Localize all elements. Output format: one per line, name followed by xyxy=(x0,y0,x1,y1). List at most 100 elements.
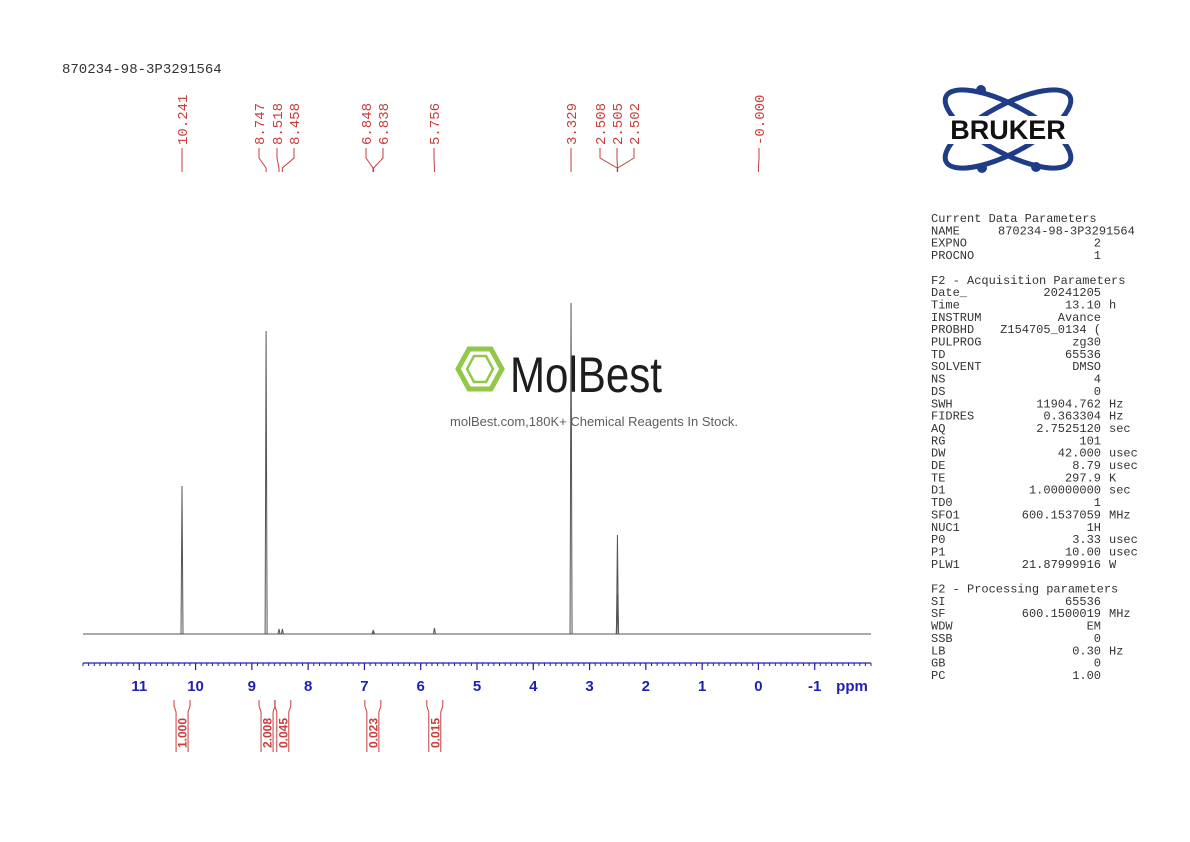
parameter-name: PLW1 xyxy=(931,558,960,572)
parameter-unit: K xyxy=(1109,471,1117,485)
parameter-name: WDW xyxy=(931,620,953,634)
parameter-value: 297.9 xyxy=(1065,471,1101,485)
parameter-unit: MHz xyxy=(1109,508,1131,522)
parameter-value: 8.79 xyxy=(1072,459,1101,473)
spectrum-title: 870234-98-3P3291564 xyxy=(62,62,222,78)
peak xyxy=(569,302,573,635)
x-tick-label: 5 xyxy=(473,678,481,695)
peak-label: 8.458 xyxy=(288,103,304,145)
x-tick-label: 1 xyxy=(698,678,706,695)
integral-label: 2.008 xyxy=(261,718,275,748)
parameter-name: TD xyxy=(931,348,945,362)
x-tick-label: 3 xyxy=(585,678,593,695)
x-tick-label: 7 xyxy=(360,678,368,695)
parameter-unit: Hz xyxy=(1109,397,1123,411)
parameter-name: FIDRES xyxy=(931,410,974,424)
parameter-value: 870234-98-3P3291564 xyxy=(998,224,1135,238)
watermark-tagline: molBest.com,180K+ Chemical Reagents In S… xyxy=(450,414,738,429)
peak-label: 10.241 xyxy=(176,95,192,145)
parameter-unit: usec xyxy=(1109,545,1138,559)
parameter-value: 11904.762 xyxy=(1036,397,1101,411)
integral-label: 0.023 xyxy=(366,718,380,748)
peak-label: -0.000 xyxy=(753,95,769,145)
parameter-name: RG xyxy=(931,434,945,448)
peak xyxy=(372,629,376,635)
watermark-brand: MolBest xyxy=(510,347,662,403)
peak-label: 3.329 xyxy=(565,103,581,145)
parameter-value: 1H xyxy=(1087,521,1101,535)
parameter-name: LB xyxy=(931,644,945,658)
parameter-value: 1.00000000 xyxy=(1029,484,1101,498)
parameter-name: SWH xyxy=(931,397,953,411)
parameter-value: 65536 xyxy=(1065,595,1101,609)
peak-label-leader xyxy=(258,148,267,172)
peak-label-leader xyxy=(599,148,618,172)
parameter-value: 42.000 xyxy=(1058,447,1101,461)
parameter-unit: Hz xyxy=(1109,644,1123,658)
integral-bracket xyxy=(364,700,382,752)
peak-label: 2.505 xyxy=(611,103,627,145)
peak-label-leader xyxy=(365,148,374,172)
parameter-value: 0 xyxy=(1094,657,1101,671)
parameter-unit: h xyxy=(1109,298,1116,312)
parameter-name: DE xyxy=(931,459,945,473)
parameter-heading: F2 - Processing parameters xyxy=(931,583,1118,597)
parameter-value: 0.363304 xyxy=(1043,410,1101,424)
peak xyxy=(264,330,268,635)
parameter-value: 1 xyxy=(1094,249,1101,263)
x-tick-label: 6 xyxy=(417,678,425,695)
parameter-name: NUC1 xyxy=(931,521,960,535)
parameter-value: 101 xyxy=(1079,434,1101,448)
x-tick-label: 11 xyxy=(131,678,147,695)
integral-bracket xyxy=(173,700,191,752)
parameter-value: 21.87999916 xyxy=(1022,558,1101,572)
integral-label: 0.045 xyxy=(276,718,290,748)
parameter-unit: usec xyxy=(1109,459,1138,473)
parameter-value: 1.00 xyxy=(1072,669,1101,683)
x-tick-label: -1 xyxy=(808,678,821,695)
parameter-name: P0 xyxy=(931,533,945,547)
bruker-logo: BRUKER xyxy=(924,85,1092,173)
peak-label-leader xyxy=(757,148,760,172)
parameter-name: Time xyxy=(931,298,960,312)
parameter-value: DMSO xyxy=(1072,360,1101,374)
parameter-name: AQ xyxy=(931,422,945,436)
parameter-name: TE xyxy=(931,471,945,485)
parameter-value: 600.1500019 xyxy=(1022,607,1101,621)
peak-label: 2.508 xyxy=(594,103,610,145)
parameter-value: 13.10 xyxy=(1065,298,1101,312)
parameter-unit: Hz xyxy=(1109,410,1123,424)
x-tick-label: 10 xyxy=(187,678,204,695)
parameter-name: SFO1 xyxy=(931,508,960,522)
peak-label: 5.756 xyxy=(428,103,444,145)
integral-label: 1.000 xyxy=(176,718,190,748)
x-tick-label: 9 xyxy=(248,678,256,695)
parameter-value: 2 xyxy=(1094,237,1101,251)
parameter-value: 65536 xyxy=(1065,348,1101,362)
parameter-name: GB xyxy=(931,657,945,671)
integral-bracket xyxy=(426,700,444,752)
x-tick-label: 2 xyxy=(642,678,650,695)
parameter-value: Avance xyxy=(1058,311,1101,325)
parameter-name: D1 xyxy=(931,484,945,498)
parameter-name: DW xyxy=(931,447,946,461)
parameter-name: SSB xyxy=(931,632,953,646)
parameter-unit: usec xyxy=(1109,447,1138,461)
parameter-unit: MHz xyxy=(1109,607,1131,621)
parameter-value: 20241205 xyxy=(1043,286,1101,300)
logo-text: BRUKER xyxy=(950,115,1066,145)
parameter-value: 2.7525120 xyxy=(1036,422,1101,436)
parameter-value: 0 xyxy=(1094,632,1101,646)
parameter-name: SOLVENT xyxy=(931,360,981,374)
peak-label-leader xyxy=(617,148,635,172)
peak-label: 8.747 xyxy=(253,103,269,145)
parameter-value: 0 xyxy=(1094,385,1101,399)
parameter-value: 0.30 xyxy=(1072,644,1101,658)
peak-label: 2.502 xyxy=(628,103,644,145)
peak xyxy=(277,628,281,635)
parameter-value: 10.00 xyxy=(1065,545,1101,559)
x-tick-label: 0 xyxy=(754,678,762,695)
peak-label: 6.838 xyxy=(377,103,393,145)
peak xyxy=(616,593,620,635)
